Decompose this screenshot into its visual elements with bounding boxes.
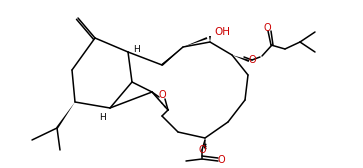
Polygon shape	[161, 47, 183, 66]
Polygon shape	[183, 37, 207, 47]
Text: O: O	[248, 55, 256, 65]
Text: H: H	[99, 114, 105, 122]
Polygon shape	[209, 36, 211, 42]
Text: O: O	[217, 155, 225, 165]
Text: O: O	[198, 145, 206, 155]
Polygon shape	[232, 55, 249, 62]
Text: OH: OH	[214, 27, 230, 37]
Polygon shape	[204, 138, 206, 148]
Text: O: O	[158, 90, 166, 100]
Text: O: O	[263, 23, 271, 33]
Text: H: H	[134, 45, 140, 53]
Polygon shape	[56, 102, 75, 129]
